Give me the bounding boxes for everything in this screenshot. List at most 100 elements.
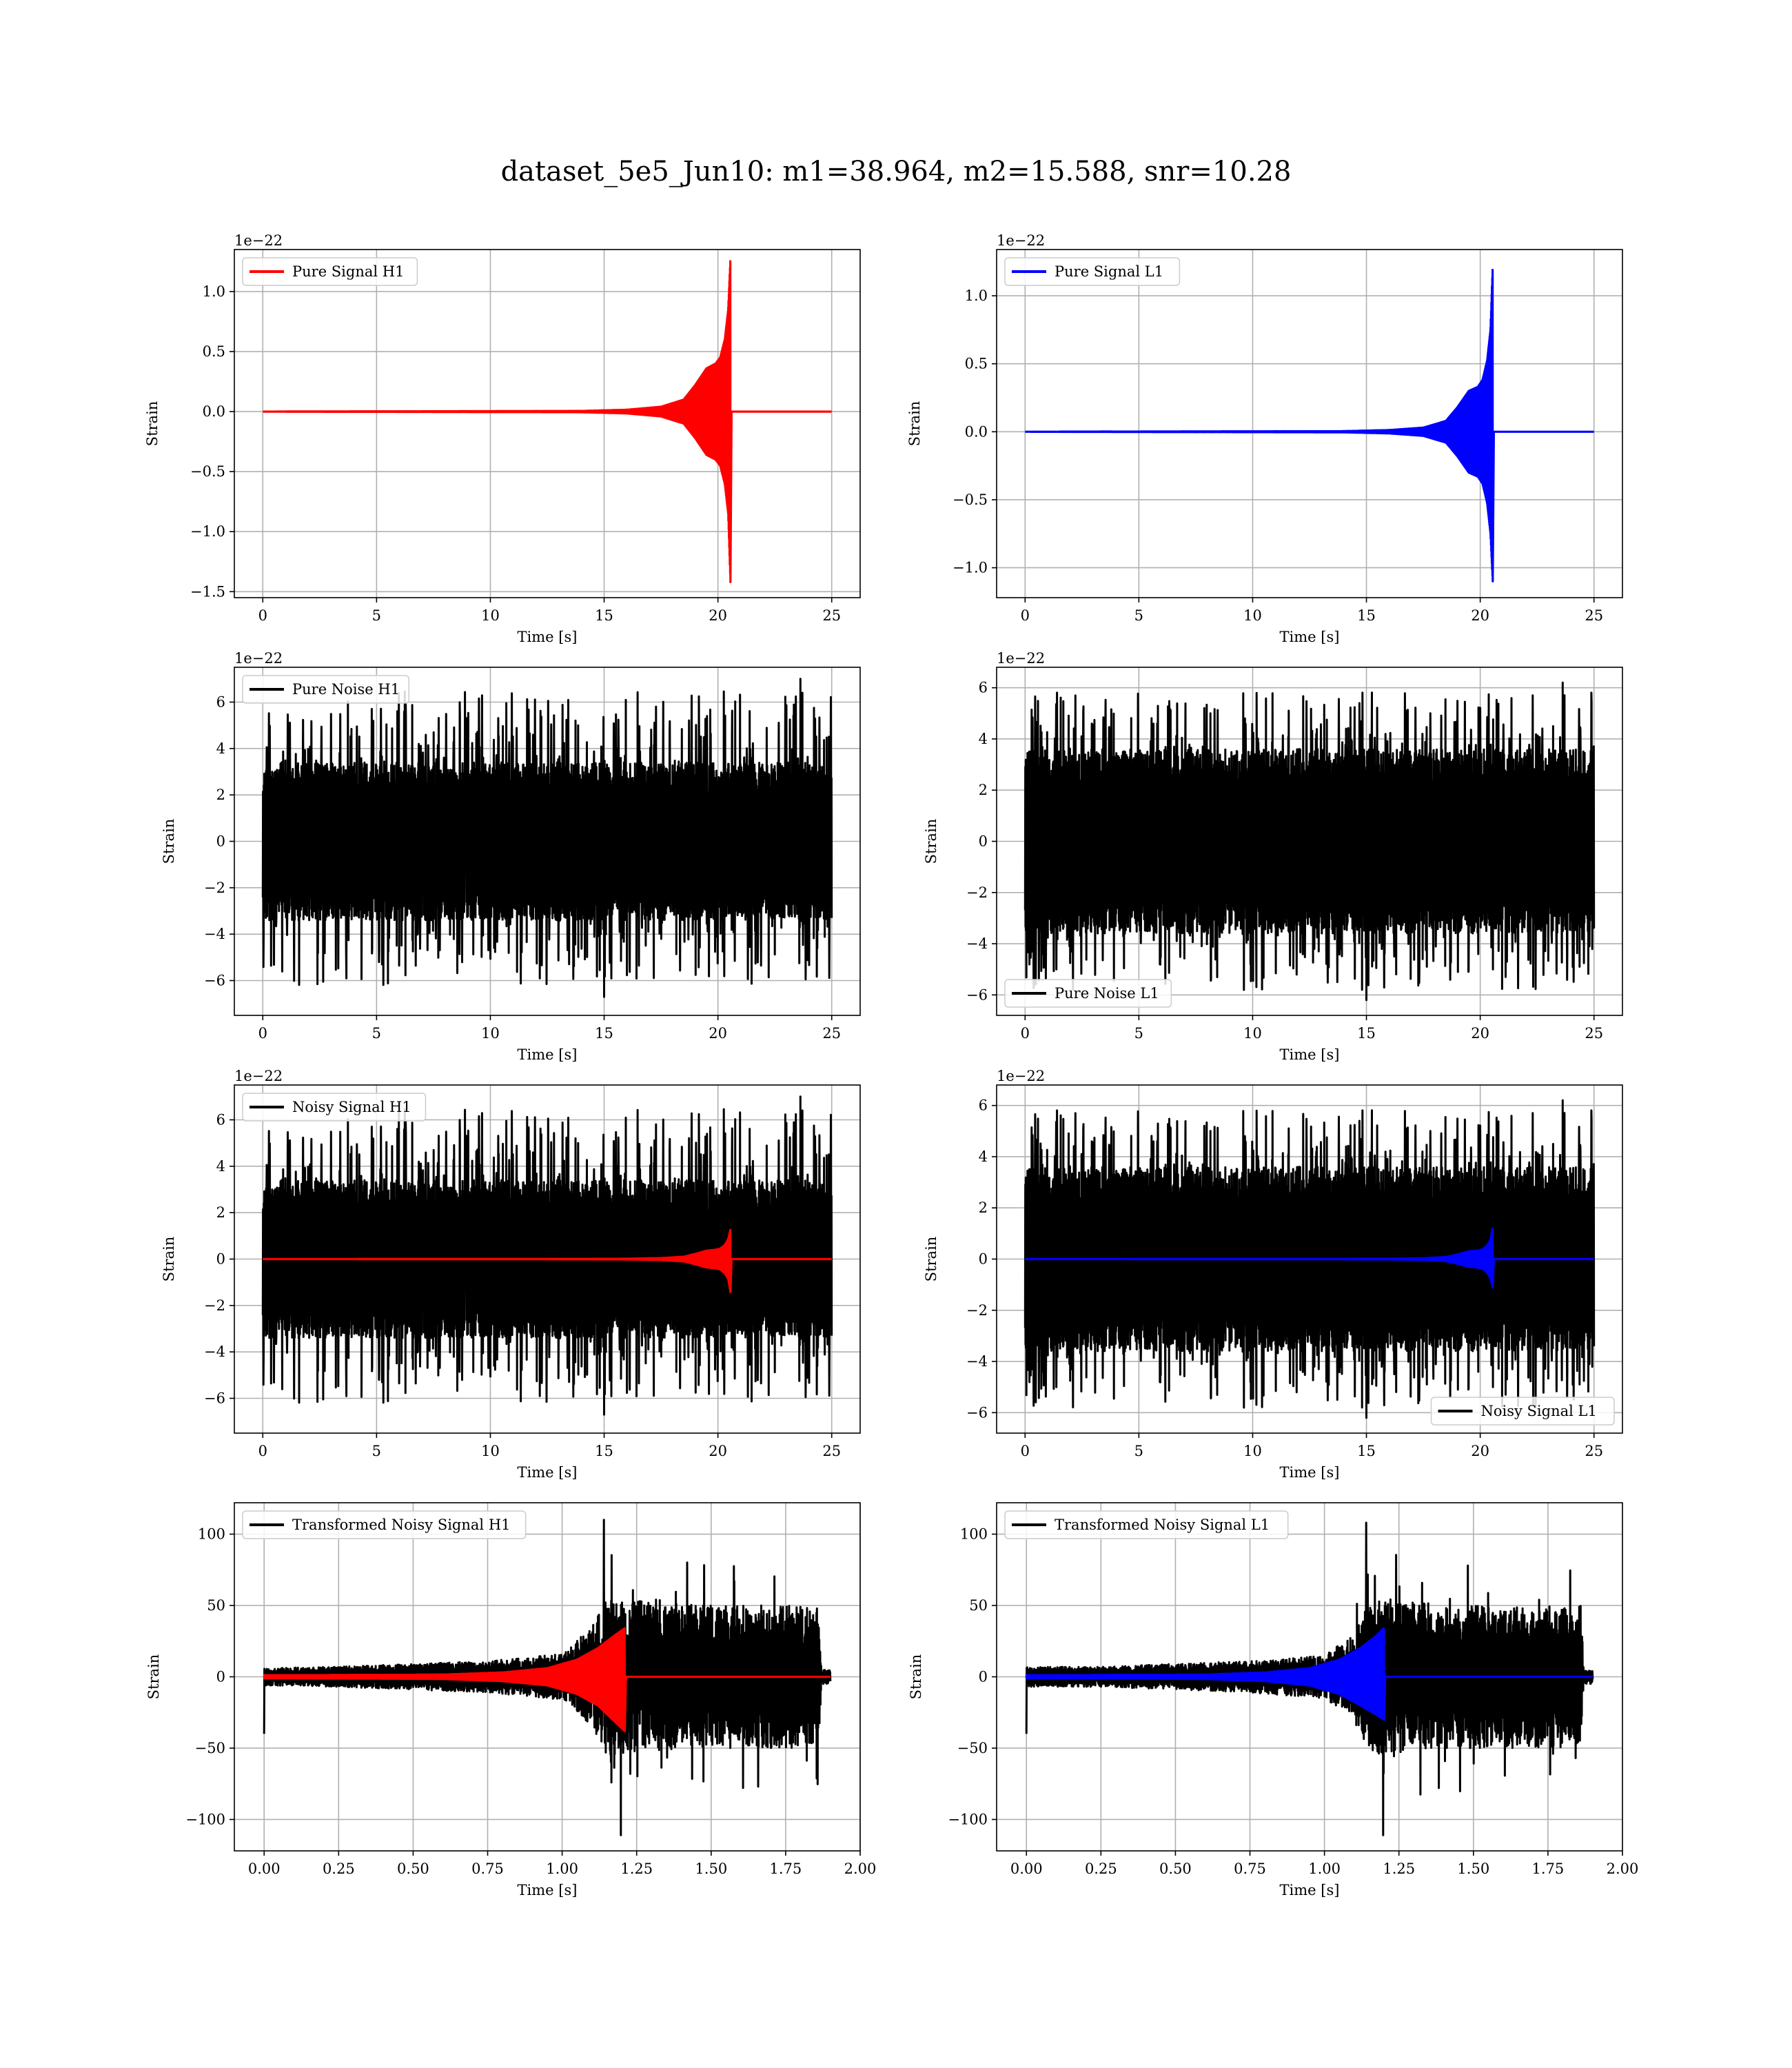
x-tick-label: 10 bbox=[481, 607, 500, 624]
x-tick-label: 5 bbox=[372, 1443, 381, 1459]
x-tick-label: 1.50 bbox=[1457, 1861, 1489, 1877]
x-tick-label: 0.50 bbox=[1159, 1861, 1192, 1877]
legend: Pure Signal L1 bbox=[1004, 257, 1181, 286]
y-tick-label: −1.0 bbox=[953, 560, 988, 576]
x-tick-label: 10 bbox=[1243, 1025, 1262, 1042]
y-axis-label: Strain bbox=[923, 819, 939, 864]
y-tick-label: 0.0 bbox=[965, 423, 988, 440]
y-tick-label: 6 bbox=[979, 1097, 988, 1114]
legend: Pure Noise L1 bbox=[1004, 979, 1172, 1008]
legend-label: Pure Noise L1 bbox=[1055, 985, 1159, 1002]
x-tick-label: 0 bbox=[258, 607, 267, 624]
noisy-signal-h1-panel: 0 5 10 15 20 25 −6 −4 −2 0 2 4 6 Time [s] Strain 1e−22 N… bbox=[161, 1068, 861, 1481]
y-tick-label: 2 bbox=[216, 787, 225, 803]
x-tick-label: 15 bbox=[595, 1443, 613, 1459]
legend: Pure Signal H1 bbox=[242, 257, 418, 286]
y-tick-label: −2 bbox=[204, 1297, 225, 1314]
y-tick-label: 4 bbox=[979, 1148, 988, 1165]
x-tick-label: 5 bbox=[1134, 607, 1143, 624]
x-axis-label: Time [s] bbox=[518, 1046, 578, 1063]
x-tick-label: 0.25 bbox=[323, 1861, 355, 1877]
y-tick-label: 50 bbox=[207, 1597, 225, 1614]
y-tick-label: 0 bbox=[216, 1251, 225, 1268]
y-tick-label: 2 bbox=[979, 1199, 988, 1216]
noisy-signal-l1-line bbox=[1024, 1099, 1596, 1419]
legend-box bbox=[1004, 979, 1172, 1008]
offset-label: 1e−22 bbox=[997, 1068, 1045, 1084]
x-tick-label: 0.00 bbox=[1010, 1861, 1043, 1877]
x-axis-label: Time [s] bbox=[1280, 629, 1340, 645]
transformed-noisy-signal-l1-overlay-line bbox=[1025, 1627, 1593, 1721]
y-tick-label: −6 bbox=[966, 1404, 988, 1421]
x-tick-label: 0 bbox=[1021, 1025, 1030, 1042]
x-tick-label: 5 bbox=[372, 607, 381, 624]
y-tick-label: 4 bbox=[979, 731, 988, 747]
axes-frame bbox=[996, 249, 1623, 598]
legend-label: Pure Signal L1 bbox=[1055, 263, 1163, 280]
legend-box bbox=[242, 675, 410, 704]
noisy-signal-h1-overlay-line bbox=[261, 1228, 832, 1293]
x-tick-label: 5 bbox=[1134, 1025, 1143, 1042]
offset-label: 1e−22 bbox=[234, 1068, 283, 1084]
y-tick-label: −100 bbox=[185, 1811, 225, 1827]
legend: Pure Noise H1 bbox=[242, 675, 410, 704]
y-tick-label: −100 bbox=[948, 1811, 988, 1827]
x-tick-label: 0 bbox=[1021, 607, 1030, 624]
pure-signal-h1-panel: 0 5 10 15 20 25 −1.5 −1.0 −0.5 0.0 0.5 1.0 Time [s] S… bbox=[144, 232, 861, 645]
x-tick-label: 1.00 bbox=[1308, 1861, 1341, 1877]
y-tick-label: −50 bbox=[957, 1740, 988, 1756]
y-tick-label: 0 bbox=[216, 833, 225, 850]
y-tick-label: −2 bbox=[966, 1302, 988, 1319]
legend-box bbox=[242, 1093, 427, 1122]
y-tick-label: 1.0 bbox=[965, 287, 988, 304]
legend-label: Pure Noise H1 bbox=[292, 681, 400, 698]
y-tick-label: −6 bbox=[204, 973, 225, 989]
noisy-signal-h1-line bbox=[261, 1095, 833, 1416]
axes-frame bbox=[234, 249, 861, 598]
y-tick-label: −2 bbox=[204, 880, 225, 896]
x-axis-label: Time [s] bbox=[1280, 1882, 1340, 1898]
legend-box bbox=[1430, 1397, 1615, 1426]
y-tick-label: 0 bbox=[979, 1251, 988, 1268]
x-tick-label: 5 bbox=[1134, 1443, 1143, 1459]
x-tick-label: 20 bbox=[1471, 607, 1489, 624]
x-axis-label: Time [s] bbox=[518, 1464, 578, 1481]
pure-noise-h1-plot-area bbox=[261, 678, 833, 998]
x-tick-label: 2.00 bbox=[1607, 1861, 1639, 1877]
legend: Transformed Noisy Signal L1 bbox=[1004, 1510, 1289, 1539]
x-tick-label: 0.25 bbox=[1085, 1861, 1117, 1877]
legend-box bbox=[242, 257, 418, 286]
transformed-noisy-signal-h1-plot-area bbox=[263, 1519, 832, 1836]
x-tick-label: 15 bbox=[1357, 607, 1376, 624]
transformed-noisy-signal-l1-plot-area bbox=[1025, 1521, 1594, 1836]
x-tick-label: 10 bbox=[481, 1443, 500, 1459]
x-tick-label: 1.75 bbox=[1532, 1861, 1565, 1877]
x-tick-label: 1.75 bbox=[770, 1861, 802, 1877]
y-tick-label: −4 bbox=[966, 1353, 988, 1370]
pure-signal-l1-panel: 0 5 10 15 20 25 −1.0 −0.5 0.0 0.5 1.0 Time [s] Strai… bbox=[906, 232, 1623, 645]
y-axis-label: Strain bbox=[161, 819, 177, 864]
legend-label: Pure Signal H1 bbox=[292, 263, 404, 280]
pure-noise-h1-line bbox=[261, 678, 833, 998]
y-tick-label: 50 bbox=[969, 1597, 988, 1614]
y-tick-label: 0 bbox=[979, 833, 988, 850]
x-tick-label: 15 bbox=[1357, 1443, 1376, 1459]
offset-label: 1e−22 bbox=[234, 232, 283, 249]
legend-label: Noisy Signal H1 bbox=[292, 1099, 411, 1115]
figure-title: dataset_5e5_Jun10: m1=38.964, m2=15.588,… bbox=[500, 156, 1292, 187]
pure-noise-l1-plot-area bbox=[1024, 681, 1596, 1002]
legend-label: Transformed Noisy Signal H1 bbox=[292, 1517, 511, 1533]
x-tick-label: 0 bbox=[258, 1443, 267, 1459]
y-tick-label: 0.5 bbox=[203, 343, 225, 360]
y-tick-label: −4 bbox=[204, 926, 225, 942]
noisy-signal-l1-panel: 0 5 10 15 20 25 −6 −4 −2 0 2 4 6 Time [s] Strain 1e−22 N… bbox=[923, 1068, 1623, 1481]
x-tick-label: 10 bbox=[481, 1025, 500, 1042]
y-tick-label: 2 bbox=[979, 782, 988, 798]
x-tick-label: 0.75 bbox=[471, 1861, 504, 1877]
x-tick-label: 20 bbox=[709, 1025, 727, 1042]
legend: Transformed Noisy Signal H1 bbox=[242, 1510, 527, 1539]
x-axis-label: Time [s] bbox=[1280, 1464, 1340, 1481]
y-tick-label: −0.5 bbox=[953, 491, 988, 508]
y-axis-label: Strain bbox=[923, 1237, 939, 1282]
x-tick-label: 15 bbox=[595, 1025, 613, 1042]
